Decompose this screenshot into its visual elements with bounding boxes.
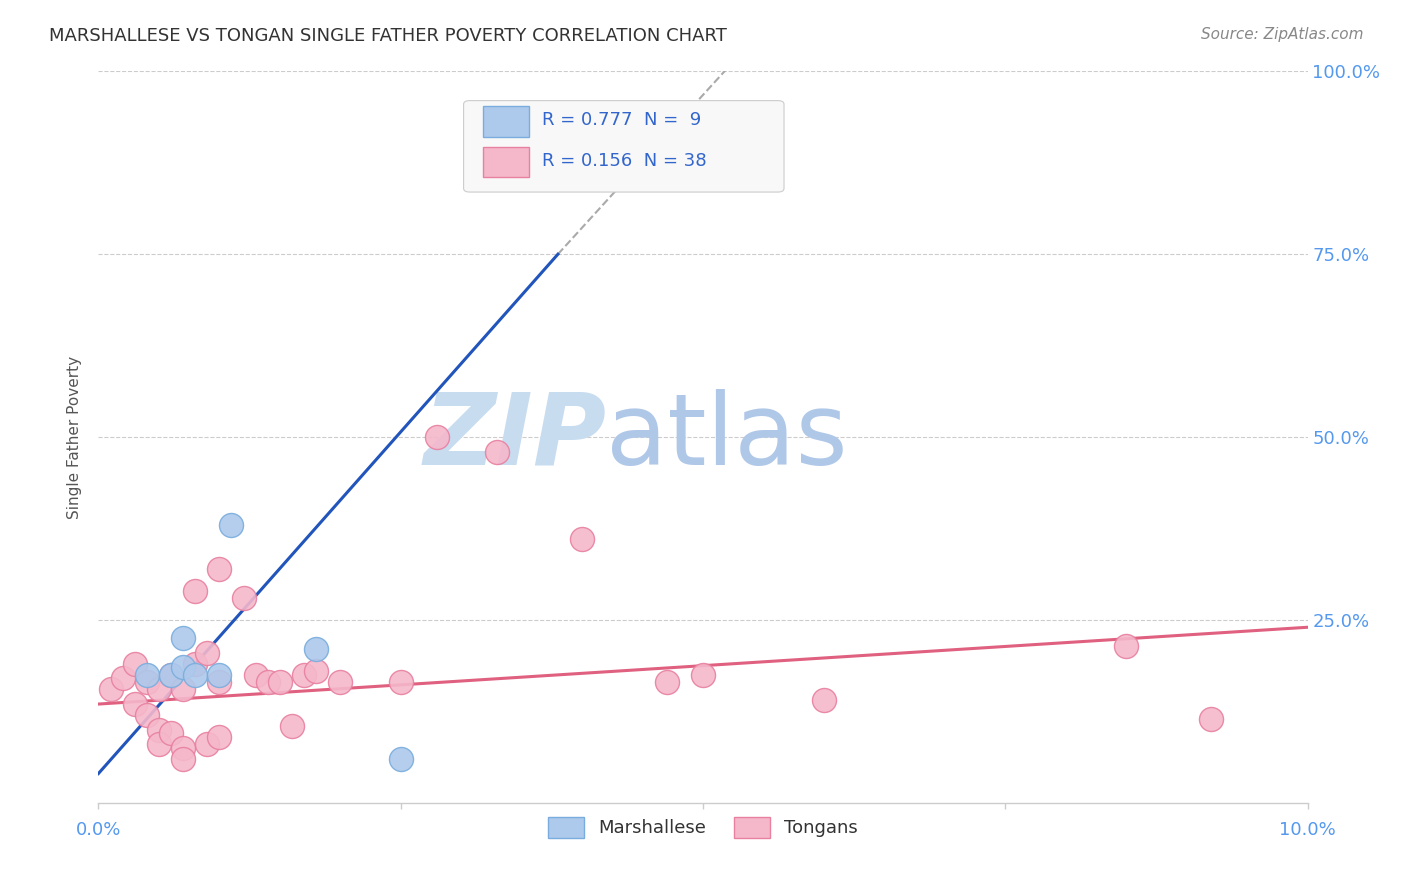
Text: 10.0%: 10.0% — [1279, 821, 1336, 839]
Point — [692, 667, 714, 681]
FancyBboxPatch shape — [464, 101, 785, 192]
Point — [195, 737, 218, 751]
Point — [160, 726, 183, 740]
Point — [813, 693, 835, 707]
Point — [172, 682, 194, 697]
Text: MARSHALLESE VS TONGAN SINGLE FATHER POVERTY CORRELATION CHART: MARSHALLESE VS TONGAN SINGLE FATHER POVE… — [49, 27, 727, 45]
Text: ZIP: ZIP — [423, 389, 606, 485]
Point — [221, 517, 243, 532]
Point — [184, 583, 207, 598]
Point — [160, 667, 183, 681]
Point — [269, 675, 291, 690]
Point — [486, 444, 509, 458]
Point — [148, 723, 170, 737]
Point — [256, 675, 278, 690]
Point — [208, 667, 231, 681]
Text: Source: ZipAtlas.com: Source: ZipAtlas.com — [1201, 27, 1364, 42]
Point — [655, 675, 678, 690]
Text: R = 0.777  N =  9: R = 0.777 N = 9 — [543, 112, 702, 129]
Text: 0.0%: 0.0% — [76, 821, 121, 839]
Point — [124, 657, 146, 671]
Point — [148, 737, 170, 751]
Point — [281, 719, 304, 733]
Point — [208, 562, 231, 576]
Point — [208, 675, 231, 690]
Point — [232, 591, 254, 605]
Point — [148, 682, 170, 697]
Point — [292, 667, 315, 681]
Point — [389, 675, 412, 690]
Point — [208, 730, 231, 744]
Point — [160, 667, 183, 681]
Point — [184, 667, 207, 681]
Point — [135, 667, 157, 681]
Text: atlas: atlas — [606, 389, 848, 485]
Point — [195, 646, 218, 660]
Point — [389, 752, 412, 766]
FancyBboxPatch shape — [482, 106, 529, 137]
Point — [172, 740, 194, 755]
Text: R = 0.156  N = 38: R = 0.156 N = 38 — [543, 153, 707, 170]
Point — [172, 632, 194, 646]
Point — [184, 657, 207, 671]
Point — [135, 675, 157, 690]
Point — [111, 672, 134, 686]
FancyBboxPatch shape — [482, 146, 529, 178]
Point — [124, 697, 146, 711]
Point — [1115, 639, 1137, 653]
Point — [1199, 712, 1222, 726]
Point — [172, 660, 194, 674]
Legend: Marshallese, Tongans: Marshallese, Tongans — [541, 810, 865, 845]
Y-axis label: Single Father Poverty: Single Father Poverty — [67, 356, 83, 518]
Point — [245, 667, 267, 681]
Point — [305, 642, 328, 657]
Point — [426, 430, 449, 444]
Point — [329, 675, 352, 690]
Point — [172, 752, 194, 766]
Point — [571, 533, 593, 547]
Point — [100, 682, 122, 697]
Point — [305, 664, 328, 678]
Point — [135, 708, 157, 723]
